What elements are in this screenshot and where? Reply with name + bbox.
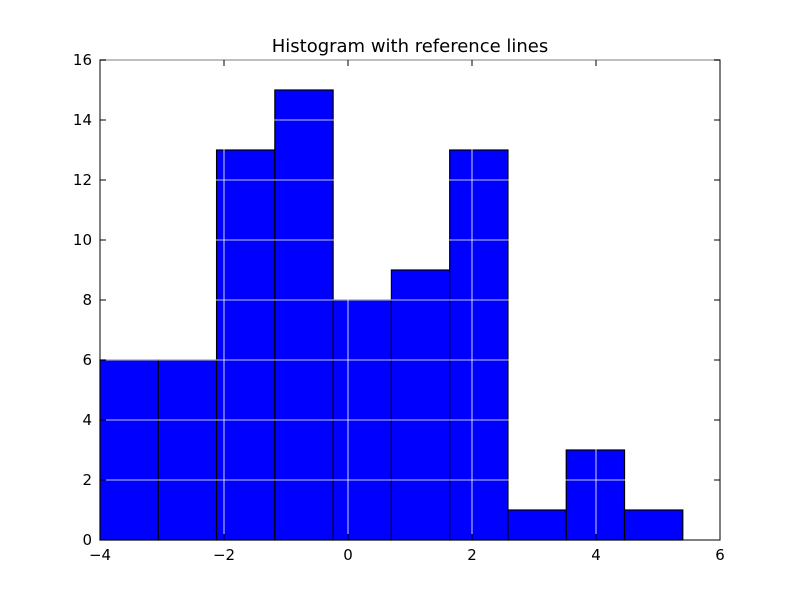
histogram-bar: [99, 359, 159, 541]
y-tick-label: 8: [82, 291, 92, 309]
y-tick-label: 12: [73, 171, 92, 189]
y-tick-label: 10: [73, 231, 92, 249]
histogram-bar: [215, 149, 276, 541]
x-tick-label: 4: [591, 546, 601, 564]
histogram-bar: [449, 149, 509, 541]
histogram-bar: [507, 509, 567, 541]
y-tick-label: 6: [82, 351, 92, 369]
histogram-bar: [623, 509, 684, 541]
y-tick-label: 14: [73, 111, 92, 129]
x-tick-label: −4: [89, 546, 111, 564]
y-tick-label: 0: [82, 531, 92, 549]
x-tick-label: 6: [715, 546, 725, 564]
plot-area: −4 −2 0 2 4 6 0 2 4 6 8 10 12 14 16: [73, 51, 725, 564]
y-tick-label: 16: [73, 51, 92, 69]
x-tick-label: 2: [467, 546, 477, 564]
histogram-bar: [157, 359, 218, 541]
x-tick-label: 0: [343, 546, 353, 564]
y-tick-label: 2: [82, 471, 92, 489]
histogram-bar: [565, 449, 626, 541]
y-tick-label: 4: [82, 411, 92, 429]
histogram-bar: [274, 89, 334, 541]
x-tick-label: −2: [213, 546, 235, 564]
chart-title: Histogram with reference lines: [272, 36, 549, 57]
histogram-bar: [390, 269, 451, 541]
